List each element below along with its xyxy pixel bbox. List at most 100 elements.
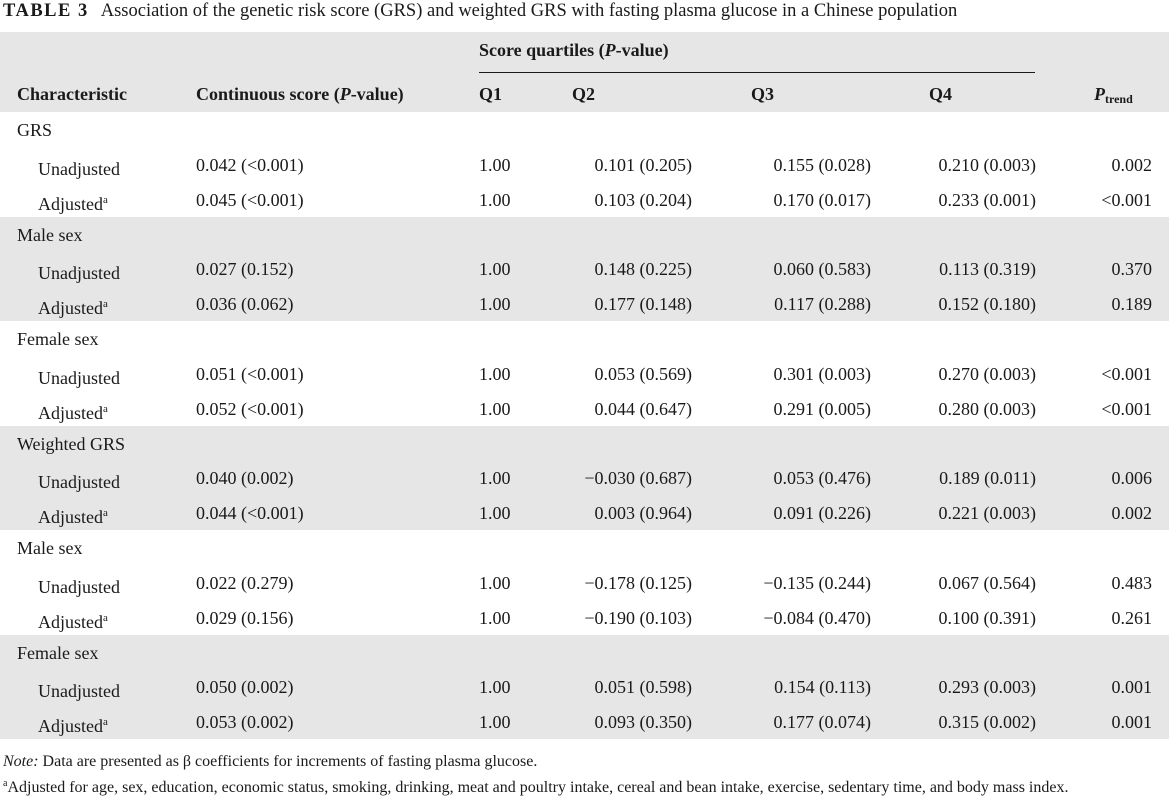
table-cell-q4: 0.067 (0.564) xyxy=(938,572,1037,593)
table-cell-q3: −0.084 (0.470) xyxy=(763,607,871,628)
group-label: Female sex xyxy=(17,642,99,663)
table-cell-q1: 1.00 xyxy=(479,572,511,593)
row-label: Adjusteda xyxy=(38,607,108,633)
table-cell-q1: 1.00 xyxy=(479,398,511,419)
table-cell-q1: 1.00 xyxy=(479,154,511,175)
table-cell-q4: 0.210 (0.003) xyxy=(938,154,1037,175)
group-label: Male sex xyxy=(17,224,83,245)
col-ptrend: Ptrend xyxy=(1094,84,1133,106)
table-cell-cont: 0.027 (0.152) xyxy=(196,259,294,280)
table-cell-q4: 0.270 (0.003) xyxy=(938,363,1037,384)
table-cell-q1: 1.00 xyxy=(479,468,511,489)
table-cell-q1: 1.00 xyxy=(479,363,511,384)
table-cell-q4: 0.189 (0.011) xyxy=(939,468,1036,489)
table-cell-cont: 0.029 (0.156) xyxy=(196,607,294,628)
table-note: Note: Data are presented as β coefficien… xyxy=(3,753,538,770)
table-cell-q1: 1.00 xyxy=(479,503,511,524)
table-cell-cont: 0.042 (<0.001) xyxy=(196,154,304,175)
footnote-marker: a xyxy=(103,298,108,311)
table-cell-q3: −0.135 (0.244) xyxy=(763,572,871,593)
group-label: Weighted GRS xyxy=(17,433,126,454)
table-cell-q2: 0.053 (0.569) xyxy=(594,363,693,384)
table-cell-q4: 0.293 (0.003) xyxy=(938,677,1037,698)
table-cell-q3: 0.091 (0.226) xyxy=(773,503,872,524)
table-cell-q3: 0.117 (0.288) xyxy=(774,294,871,315)
row-label-text: Unadjusted xyxy=(38,263,120,284)
table-cell-q1: 1.00 xyxy=(479,294,511,315)
col-q1: Q1 xyxy=(479,84,503,104)
footnote-marker: a xyxy=(103,716,108,729)
table-cell-ptrend: <0.001 xyxy=(1101,189,1152,210)
table-cell-ptrend: 0.002 xyxy=(1111,154,1153,175)
table-cell-q4: 0.100 (0.391) xyxy=(938,607,1037,628)
table-cell-ptrend: 0.006 xyxy=(1111,468,1153,489)
row-label: Adjusteda xyxy=(38,398,108,424)
row-label-text: Adjusted xyxy=(38,716,103,737)
table-title: Association of the genetic risk score (G… xyxy=(100,1,958,21)
footnote-marker: a xyxy=(103,611,108,624)
row-group xyxy=(0,425,1169,530)
row-group xyxy=(0,216,1169,321)
table-cell-q3: 0.301 (0.003) xyxy=(773,363,872,384)
table-cell-q3: 0.053 (0.476) xyxy=(773,468,872,489)
table-footnote: aAdjusted for age, sex, education, econo… xyxy=(3,778,1069,796)
table-cell-q2: 0.093 (0.350) xyxy=(594,712,693,733)
table-cell-q1: 1.00 xyxy=(479,189,511,210)
row-label: Unadjusted xyxy=(38,676,120,702)
group-label: Female sex xyxy=(17,329,99,349)
table-cell-cont: 0.050 (0.002) xyxy=(196,677,294,698)
row-label: Adjusteda xyxy=(38,189,108,215)
row-group xyxy=(0,634,1169,739)
table-cell-q3: 0.154 (0.113) xyxy=(774,677,871,698)
row-label: Unadjusted xyxy=(38,258,120,284)
footnote-marker: a xyxy=(103,402,108,415)
row-label-text: Unadjusted xyxy=(38,367,120,388)
table-cell-cont: 0.044 (<0.001) xyxy=(196,503,304,524)
table-cell-q2: −0.190 (0.103) xyxy=(584,607,692,628)
col-continuous: Continuous score (P-value) xyxy=(196,84,404,104)
table-cell-q3: 0.291 (0.005) xyxy=(773,398,872,419)
footnote-marker: a xyxy=(103,507,108,520)
row-label: Adjusteda xyxy=(38,293,108,319)
table-cell-q2: 0.103 (0.204) xyxy=(594,189,693,210)
table-label: TABLE 3 xyxy=(3,1,89,21)
col-q2: Q2 xyxy=(572,84,596,104)
row-label: Adjusteda xyxy=(38,502,108,528)
table-cell-ptrend: 0.189 xyxy=(1111,294,1153,315)
table-cell-q3: 0.155 (0.028) xyxy=(773,154,872,175)
col-q3: Q3 xyxy=(751,84,775,104)
row-label-text: Adjusted xyxy=(38,611,103,632)
table-cell-q3: 0.170 (0.017) xyxy=(773,189,872,210)
table-cell-q1: 1.00 xyxy=(479,607,511,628)
table-cell-q2: 0.051 (0.598) xyxy=(594,677,693,698)
table-cell-ptrend: 0.261 xyxy=(1111,607,1153,628)
table-cell-q4: 0.315 (0.002) xyxy=(938,712,1037,733)
table-cell-q2: 0.148 (0.225) xyxy=(594,259,693,280)
table-cell-ptrend: <0.001 xyxy=(1101,363,1152,384)
table-caption: TABLE 3 Association of the genetic risk s… xyxy=(3,0,957,28)
table-cell-q4: 0.233 (0.001) xyxy=(938,189,1037,210)
table-cell-ptrend: 0.001 xyxy=(1111,677,1153,698)
table-cell-cont: 0.052 (<0.001) xyxy=(196,398,304,419)
table-cell-q4: 0.152 (0.180) xyxy=(938,294,1037,315)
row-label: Unadjusted xyxy=(38,467,120,493)
table-cell-q4: 0.113 (0.319) xyxy=(939,259,1036,280)
table-cell-q1: 1.00 xyxy=(479,712,511,733)
quartiles-rule xyxy=(479,72,1035,73)
row-label: Adjusteda xyxy=(38,711,108,737)
table-cell-q2: 0.044 (0.647) xyxy=(594,398,693,419)
table-cell-ptrend: 0.002 xyxy=(1111,503,1153,524)
row-label-text: Adjusted xyxy=(38,507,103,528)
group-label: GRS xyxy=(17,120,53,140)
table-cell-cont: 0.051 (<0.001) xyxy=(196,363,304,384)
col-q4: Q4 xyxy=(929,84,953,104)
row-label: Unadjusted xyxy=(38,154,120,180)
row-label-text: Unadjusted xyxy=(38,576,120,597)
table-cell-q4: 0.221 (0.003) xyxy=(938,503,1037,524)
row-label-text: Unadjusted xyxy=(38,681,120,702)
group-label: Male sex xyxy=(17,538,83,558)
table-cell-q3: 0.177 (0.074) xyxy=(773,712,872,733)
table-cell-q4: 0.280 (0.003) xyxy=(938,398,1037,419)
row-label-text: Adjusted xyxy=(38,193,103,214)
row-label-text: Unadjusted xyxy=(38,158,120,179)
